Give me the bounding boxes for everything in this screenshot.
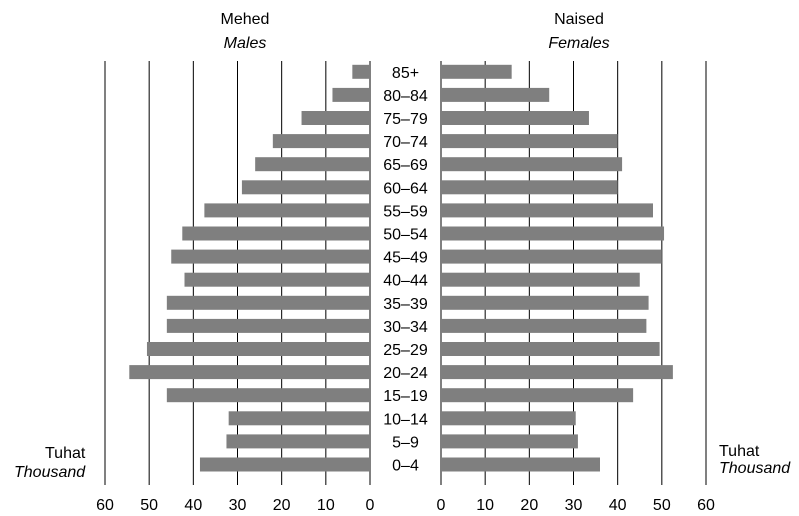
- female-bar: [441, 134, 618, 149]
- male-bar: [166, 295, 370, 310]
- male-bar: [301, 111, 370, 125]
- right-axis-unit: Tuhat: [719, 443, 760, 460]
- male-bar: [166, 388, 370, 403]
- left-axis-unit: Tuhat: [45, 445, 86, 462]
- male-bar: [171, 249, 370, 264]
- right-tick-label: 0: [437, 497, 446, 514]
- male-bar: [228, 411, 370, 426]
- age-group-label: 40–44: [383, 273, 428, 290]
- left-tick-label: 0: [366, 497, 375, 514]
- age-group-label: 0–4: [392, 458, 419, 475]
- right-tick-label: 30: [565, 497, 583, 514]
- female-bar: [441, 226, 665, 241]
- male-bar: [241, 180, 370, 195]
- age-group-label: 85+: [392, 65, 419, 82]
- left-axis-unit-en: Thousand: [14, 464, 86, 481]
- male-bar: [226, 434, 370, 449]
- age-group-label: 25–29: [383, 342, 428, 359]
- male-bar: [204, 203, 370, 218]
- age-group-label: 5–9: [392, 434, 419, 451]
- age-group-label: 75–79: [383, 111, 428, 128]
- age-group-label: 55–59: [383, 203, 428, 220]
- male-bar: [146, 342, 370, 356]
- male-bar: [332, 87, 370, 102]
- right-tick-label: 40: [609, 497, 627, 514]
- female-bar: [441, 457, 600, 472]
- right-axis-unit-en: Thousand: [719, 460, 791, 477]
- female-bar: [441, 249, 662, 264]
- male-bar: [182, 226, 370, 241]
- right-tick-label: 20: [520, 497, 538, 514]
- age-group-label: 60–64: [383, 180, 428, 197]
- right-tick-labels: 0 10 20 30 40 50 60: [437, 497, 715, 514]
- male-bar: [199, 457, 370, 472]
- age-group-label: 50–54: [383, 227, 428, 244]
- female-bars: [441, 64, 673, 472]
- female-bar: [441, 157, 623, 172]
- age-group-label: 30–34: [383, 319, 428, 336]
- male-bars: [129, 64, 370, 472]
- female-bar: [441, 388, 634, 403]
- right-tick-label: 50: [653, 497, 671, 514]
- female-bar: [441, 295, 649, 310]
- age-group-label: 45–49: [383, 250, 428, 267]
- left-tick-label: 50: [140, 497, 158, 514]
- male-bar: [129, 365, 370, 380]
- female-bar: [441, 203, 653, 218]
- age-group-label: 35–39: [383, 296, 428, 313]
- left-tick-label: 30: [229, 497, 247, 514]
- right-series-title: Naised: [554, 11, 604, 28]
- female-bar: [441, 318, 647, 333]
- male-bar: [352, 64, 370, 79]
- female-bar: [441, 434, 578, 449]
- male-bar: [272, 134, 370, 149]
- left-tick-label: 10: [317, 497, 335, 514]
- age-group-labels: 0–4 5–9 10–14 15–19 20–24 25–29 30–34 35–39 40–4…: [383, 65, 428, 475]
- left-tick-label: 20: [273, 497, 291, 514]
- right-tick-label: 60: [697, 497, 715, 514]
- female-bar: [441, 180, 618, 195]
- age-group-label: 20–24: [383, 365, 428, 382]
- left-series-title: Mehed: [221, 11, 270, 28]
- age-group-label: 15–19: [383, 388, 428, 405]
- male-bar: [255, 157, 370, 172]
- age-group-label: 80–84: [383, 88, 428, 105]
- age-group-label: 10–14: [383, 411, 428, 428]
- left-tick-label: 60: [96, 497, 114, 514]
- male-bar: [184, 272, 370, 287]
- left-tick-labels: 0 10 20 30 40 50 60: [96, 497, 374, 514]
- female-bar: [441, 87, 550, 102]
- right-series-subtitle: Females: [548, 35, 609, 52]
- female-bar: [441, 111, 589, 125]
- female-bar: [441, 342, 660, 356]
- female-bar: [441, 411, 576, 426]
- left-tick-label: 40: [184, 497, 202, 514]
- age-group-label: 70–74: [383, 134, 428, 151]
- age-group-label: 65–69: [383, 157, 428, 174]
- left-series-subtitle: Males: [224, 35, 267, 52]
- female-bar: [441, 272, 640, 287]
- female-bar: [441, 64, 512, 79]
- female-bar: [441, 365, 673, 380]
- right-tick-label: 10: [476, 497, 494, 514]
- male-bar: [166, 318, 370, 333]
